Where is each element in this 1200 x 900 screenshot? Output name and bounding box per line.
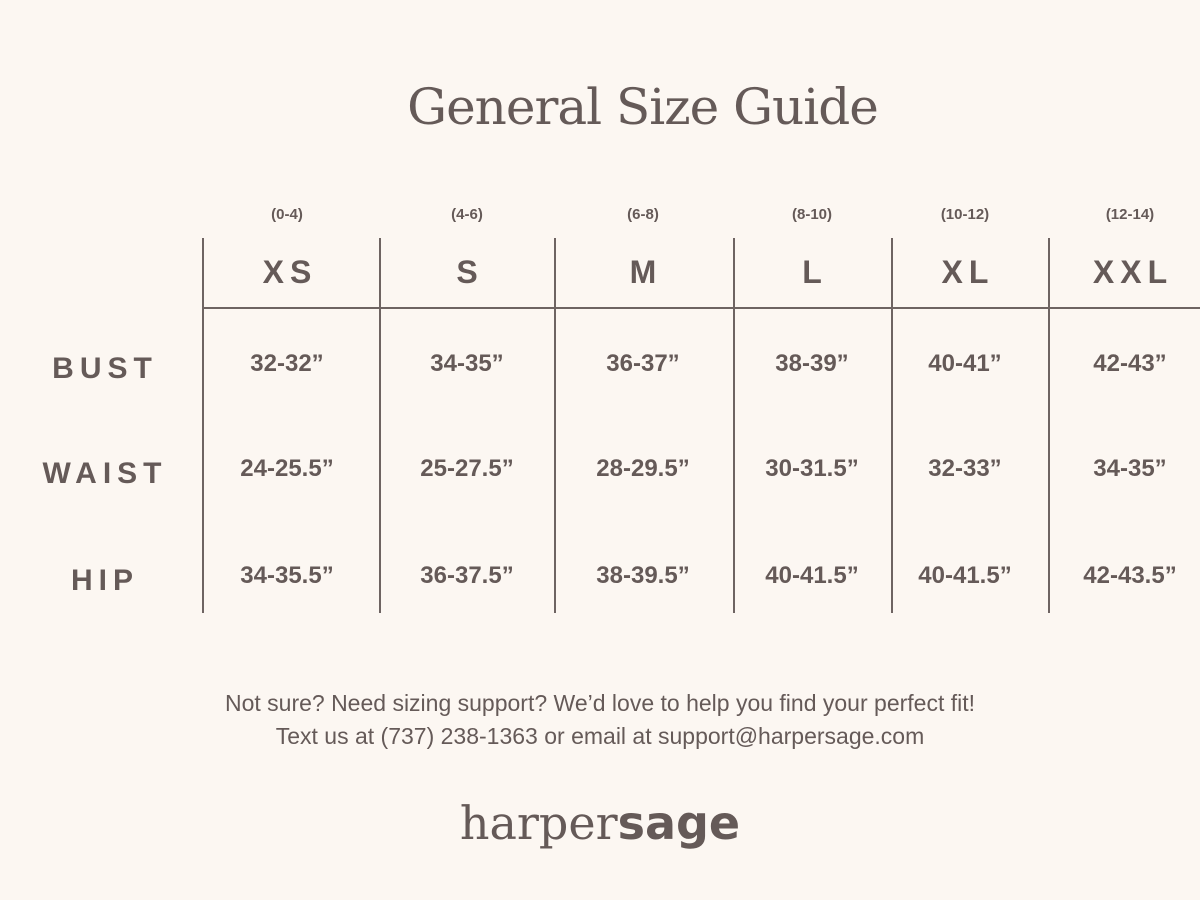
column-divider	[1048, 238, 1050, 613]
measurement-cell: 32-32”	[250, 350, 324, 377]
support-text: Not sure? Need sizing support? We’d love…	[224, 690, 976, 716]
size-range: (6-8)	[627, 206, 659, 223]
measurement-cell: 25-27.5”	[420, 455, 514, 482]
measurement-cell: 42-43”	[1093, 350, 1167, 377]
size-range: (8-10)	[791, 206, 832, 223]
measurement-cell: 34-35”	[430, 350, 504, 377]
size-header: S	[456, 254, 484, 290]
column-divider	[891, 238, 893, 613]
measurement-cell: 34-35.5”	[240, 562, 334, 589]
measurement-cell: 24-25.5”	[240, 455, 334, 482]
measurement-cell: 38-39”	[775, 350, 849, 377]
size-header: XXL	[1092, 254, 1174, 290]
measurement-cell: 36-37.5”	[420, 562, 514, 589]
logo-part-harper: harper	[459, 796, 618, 850]
measurement-cell: 32-33”	[928, 455, 1002, 482]
size-range: (0-4)	[271, 206, 303, 223]
column-divider	[554, 238, 556, 613]
measurement-cell: 38-39.5”	[596, 562, 690, 589]
size-range: (12-14)	[1105, 206, 1155, 223]
logo-part-sage: sage	[617, 796, 741, 850]
column-divider	[379, 238, 381, 613]
measurement-cell: 40-41”	[928, 350, 1002, 377]
measurement-cell: 42-43.5”	[1083, 562, 1177, 589]
header-divider	[202, 307, 1200, 309]
column-divider	[202, 238, 204, 613]
contact-text: Text us at (737) 238-1363 or email at su…	[275, 723, 925, 749]
size-header: M	[629, 254, 663, 290]
size-range: (4-6)	[451, 206, 483, 223]
measurement-cell: 40-41.5”	[765, 562, 859, 589]
measurement-cell: 30-31.5”	[765, 455, 859, 482]
measurement-cell: 40-41.5”	[918, 562, 1012, 589]
brand-logo: harpersage	[0, 796, 1200, 850]
row-label: WAIST	[42, 457, 168, 490]
row-label: BUST	[52, 352, 158, 385]
size-header: XL	[941, 254, 995, 290]
measurement-cell: 28-29.5”	[596, 455, 690, 482]
row-label: HIP	[70, 564, 139, 597]
measurement-cell: 36-37”	[606, 350, 680, 377]
measurement-cell: 34-35”	[1093, 455, 1167, 482]
page-title: General Size Guide	[407, 78, 879, 136]
size-header: L	[802, 254, 828, 290]
size-header: XS	[262, 254, 318, 290]
size-range: (10-12)	[940, 206, 990, 223]
column-divider	[733, 238, 735, 613]
